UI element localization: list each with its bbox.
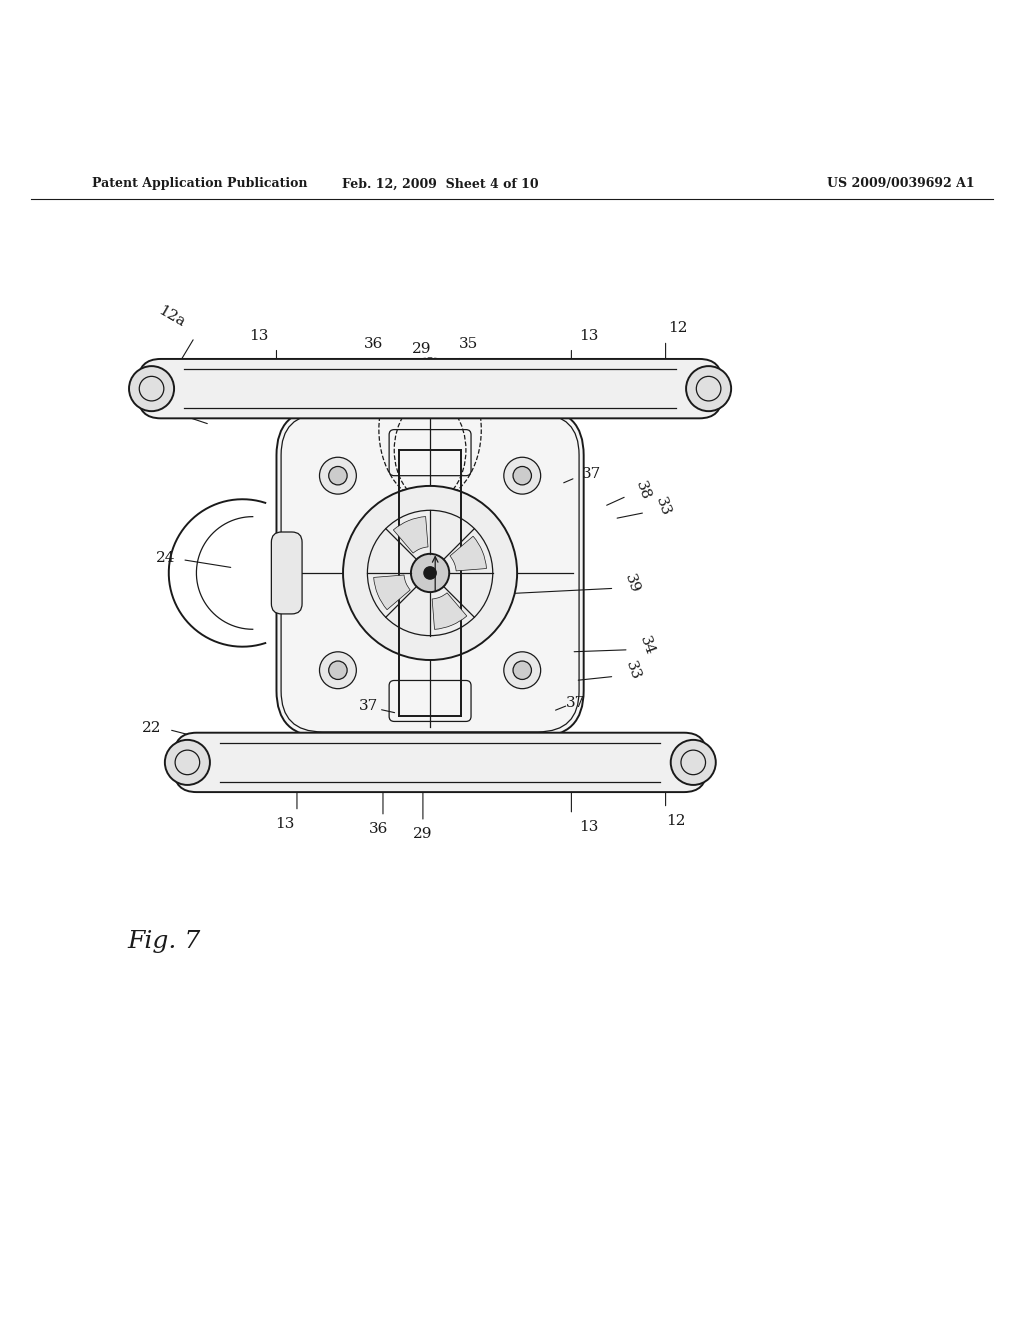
- Circle shape: [319, 652, 356, 689]
- Text: 29: 29: [412, 342, 432, 356]
- Text: 35: 35: [460, 337, 478, 351]
- Text: Fig. 7: Fig. 7: [127, 931, 201, 953]
- Text: 13: 13: [250, 329, 268, 343]
- Circle shape: [513, 466, 531, 484]
- Wedge shape: [432, 593, 467, 630]
- Text: 36: 36: [370, 822, 388, 836]
- Text: 24: 24: [156, 550, 176, 565]
- Text: 29: 29: [413, 826, 433, 841]
- Circle shape: [671, 741, 716, 785]
- Text: 13: 13: [275, 817, 294, 830]
- Circle shape: [319, 457, 356, 494]
- Circle shape: [329, 466, 347, 484]
- Text: 32: 32: [153, 404, 171, 418]
- Text: 12a: 12a: [156, 304, 186, 330]
- Text: 37: 37: [359, 700, 378, 713]
- Circle shape: [165, 741, 210, 785]
- Wedge shape: [450, 536, 486, 572]
- Text: 36: 36: [365, 337, 383, 351]
- Circle shape: [504, 457, 541, 494]
- Text: 12: 12: [666, 813, 686, 828]
- Text: 33: 33: [653, 495, 673, 517]
- Text: 33: 33: [623, 659, 642, 681]
- Circle shape: [411, 554, 450, 593]
- Text: 39: 39: [622, 573, 641, 595]
- Circle shape: [504, 652, 541, 689]
- Circle shape: [424, 566, 436, 579]
- Text: 12: 12: [668, 321, 688, 335]
- Text: 38: 38: [633, 479, 652, 503]
- Text: 13: 13: [580, 329, 598, 343]
- Wedge shape: [393, 516, 428, 553]
- Text: 37: 37: [582, 467, 601, 480]
- Text: 37: 37: [566, 696, 585, 710]
- FancyBboxPatch shape: [276, 409, 584, 737]
- Text: Patent Application Publication: Patent Application Publication: [92, 177, 307, 190]
- Circle shape: [513, 661, 531, 680]
- Circle shape: [129, 366, 174, 411]
- FancyBboxPatch shape: [271, 532, 302, 614]
- FancyBboxPatch shape: [138, 359, 722, 418]
- Circle shape: [329, 661, 347, 680]
- Text: US 2009/0039692 A1: US 2009/0039692 A1: [827, 177, 975, 190]
- Text: 34: 34: [637, 634, 656, 657]
- Circle shape: [343, 486, 517, 660]
- Text: 22: 22: [141, 721, 162, 735]
- Text: Feb. 12, 2009  Sheet 4 of 10: Feb. 12, 2009 Sheet 4 of 10: [342, 177, 539, 190]
- FancyBboxPatch shape: [174, 733, 707, 792]
- Circle shape: [686, 366, 731, 411]
- Wedge shape: [374, 576, 411, 610]
- Text: 13: 13: [580, 820, 598, 834]
